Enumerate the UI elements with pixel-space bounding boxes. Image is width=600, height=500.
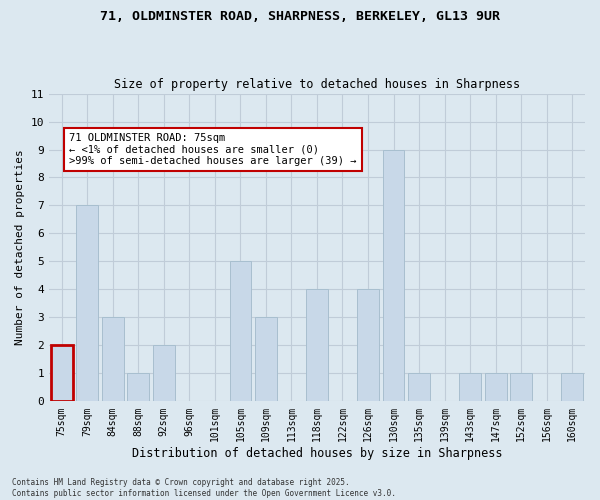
Bar xyxy=(306,290,328,402)
Bar xyxy=(383,150,404,402)
Text: Contains HM Land Registry data © Crown copyright and database right 2025.
Contai: Contains HM Land Registry data © Crown c… xyxy=(12,478,396,498)
Bar xyxy=(230,262,251,402)
Bar xyxy=(102,318,124,402)
Bar xyxy=(357,290,379,402)
Bar xyxy=(408,374,430,402)
Bar xyxy=(459,374,481,402)
Bar xyxy=(562,374,583,402)
Bar xyxy=(511,374,532,402)
Bar xyxy=(153,346,175,402)
Bar xyxy=(127,374,149,402)
Bar xyxy=(51,346,73,402)
X-axis label: Distribution of detached houses by size in Sharpness: Distribution of detached houses by size … xyxy=(132,447,502,460)
Y-axis label: Number of detached properties: Number of detached properties xyxy=(15,150,25,346)
Bar xyxy=(255,318,277,402)
Text: 71 OLDMINSTER ROAD: 75sqm
← <1% of detached houses are smaller (0)
>99% of semi-: 71 OLDMINSTER ROAD: 75sqm ← <1% of detac… xyxy=(70,132,357,166)
Bar xyxy=(76,206,98,402)
Bar xyxy=(485,374,506,402)
Title: Size of property relative to detached houses in Sharpness: Size of property relative to detached ho… xyxy=(114,78,520,91)
Text: 71, OLDMINSTER ROAD, SHARPNESS, BERKELEY, GL13 9UR: 71, OLDMINSTER ROAD, SHARPNESS, BERKELEY… xyxy=(100,10,500,23)
